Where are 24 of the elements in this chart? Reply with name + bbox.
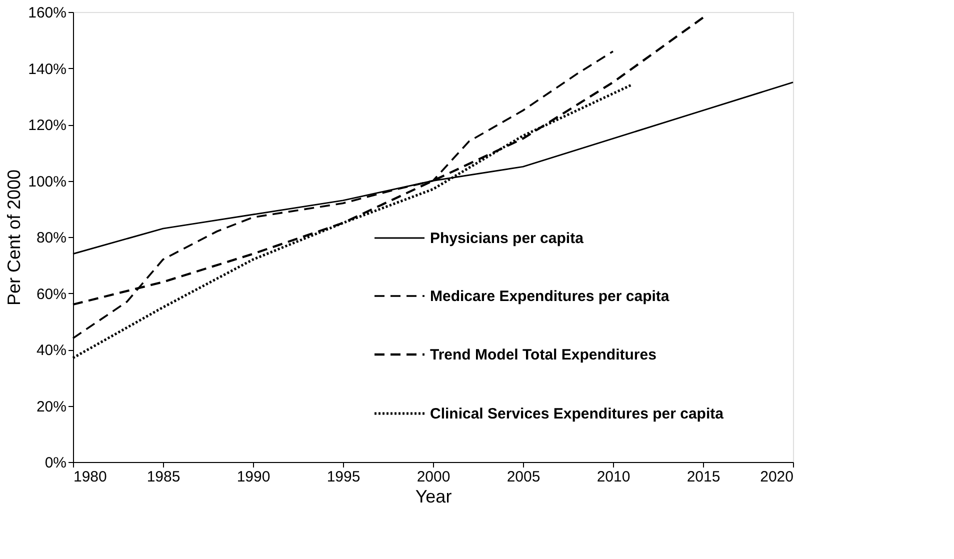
legend-label: Physicians per capita <box>430 230 584 247</box>
x-tick-label: 1995 <box>326 468 360 486</box>
y-tick-label: 20% <box>36 398 66 416</box>
x-tick-label: 2000 <box>416 468 450 486</box>
x-tick-label: 2020 <box>760 468 794 486</box>
legend-label: Trend Model Total Expenditures <box>430 346 656 364</box>
x-tick-label: 2010 <box>596 468 630 486</box>
y-tick-label: 0% <box>44 454 66 472</box>
y-tick-label: 40% <box>36 342 66 359</box>
x-tick-label: 2005 <box>506 468 540 486</box>
x-axis-title: Year <box>415 486 452 506</box>
y-axis-title: Per Cent of 2000 <box>4 169 24 306</box>
y-tick-label: 100% <box>28 173 66 190</box>
x-tick-label: 1990 <box>236 468 270 486</box>
y-tick-label: 80% <box>36 230 66 246</box>
y-tick-label: 60% <box>36 286 66 303</box>
legend-label: Clinical Services Expenditures per capita <box>430 406 724 422</box>
x-tick-label: 1985 <box>146 468 180 486</box>
x-tick-label: 1980 <box>74 468 107 486</box>
y-tick-label: 120% <box>28 117 66 134</box>
y-tick-label: 140% <box>28 60 66 78</box>
y-tick-label: 160% <box>28 4 66 22</box>
legend-label: Medicare Expenditures per capita <box>430 288 670 305</box>
x-tick-label: 2015 <box>686 468 720 486</box>
